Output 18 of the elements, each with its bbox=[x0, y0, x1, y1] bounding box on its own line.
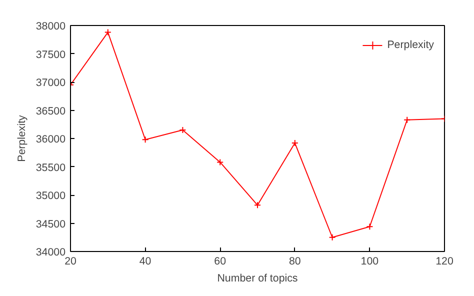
x-tick-label: 20 bbox=[64, 256, 76, 268]
y-tick-label: 38000 bbox=[36, 20, 66, 32]
y-tick-label: 35000 bbox=[36, 190, 66, 202]
x-tick-label: 80 bbox=[288, 256, 301, 268]
legend-label: Perplexity bbox=[387, 39, 434, 51]
y-tick-label: 36000 bbox=[36, 134, 66, 146]
y-tick-label: 36500 bbox=[36, 105, 66, 118]
x-tick-label: 40 bbox=[139, 256, 152, 268]
y-tick-label: 35500 bbox=[36, 162, 66, 174]
y-tick-label: 37500 bbox=[36, 48, 66, 61]
x-tick-label: 120 bbox=[436, 256, 454, 268]
y-tick-label: 37000 bbox=[36, 77, 66, 89]
y-axis-title: Perplexity bbox=[16, 114, 28, 162]
y-tick-label: 34000 bbox=[36, 246, 66, 258]
x-axis-title: Number of topics bbox=[217, 272, 298, 284]
x-tick-label: 60 bbox=[214, 256, 226, 268]
y-tick-label: 34500 bbox=[36, 218, 66, 230]
x-tick-label: 100 bbox=[360, 256, 379, 268]
